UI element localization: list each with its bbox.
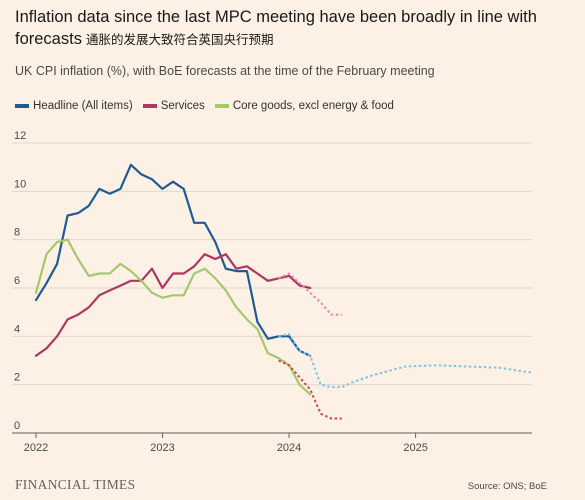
- series-lines: [34, 163, 532, 420]
- grid-lines: [12, 142, 532, 434]
- legend-swatch-services: [142, 104, 157, 108]
- series-line-1: [34, 253, 312, 357]
- legend-item-headline: Headline (All items): [15, 100, 133, 112]
- y-tick-label: 6: [14, 275, 20, 287]
- y-tick-label: 0: [14, 420, 20, 432]
- y-tick-label: 10: [14, 178, 26, 190]
- source-note: Source: ONS; BoE: [467, 481, 547, 492]
- chart-title-cn: 通胀的发展大致符合英国央行预期: [85, 32, 274, 47]
- chart-subtitle: UK CPI inflation (%), with BoE forecasts…: [15, 64, 435, 78]
- y-tick-label: 8: [14, 227, 20, 239]
- x-tick-label: 2025: [403, 442, 427, 454]
- x-axis-ticks: 2022 2023 2024 2025: [24, 433, 428, 454]
- series-line-4: [278, 272, 342, 316]
- ft-brand: FINANCIAL TIMES: [15, 477, 136, 492]
- x-tick-label: 2023: [150, 442, 174, 454]
- legend-label-headline: Headline (All items): [33, 100, 133, 112]
- y-tick-label: 12: [14, 130, 26, 142]
- series-line-2: [34, 238, 312, 396]
- legend-item-core-goods: Core goods, excl energy & food: [214, 100, 394, 112]
- y-tick-label: 4: [14, 323, 20, 335]
- legend: Headline (All items) Services Core goods…: [15, 100, 394, 112]
- legend-label-core-goods: Core goods, excl energy & food: [232, 100, 394, 112]
- legend-swatch-headline: [15, 104, 29, 108]
- y-axis-ticks: 0 2 4 6 8 10 12: [14, 130, 26, 432]
- series-line-3: [278, 332, 532, 389]
- legend-swatch-core-goods: [214, 104, 229, 108]
- y-tick-label: 2: [14, 372, 20, 384]
- x-tick-label: 2024: [277, 442, 301, 454]
- series-line-5: [278, 359, 342, 420]
- legend-item-services: Services: [142, 100, 205, 112]
- chart-title: Inflation data since the last MPC meetin…: [15, 6, 575, 51]
- x-tick-label: 2022: [24, 442, 48, 454]
- chart-title-en: Inflation data since the last MPC meetin…: [15, 8, 537, 48]
- legend-label-services: Services: [160, 100, 205, 112]
- series-line-0: [34, 163, 312, 357]
